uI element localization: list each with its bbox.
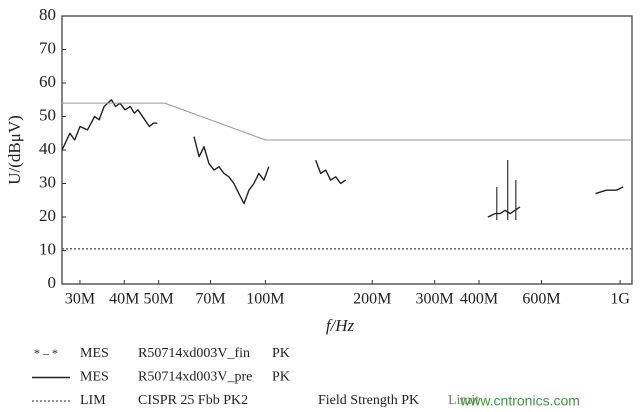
x-axis-label: f/Hz — [326, 316, 355, 335]
y-tick-label: 0 — [48, 273, 57, 292]
legend-kind: LIM — [80, 393, 106, 408]
series-line — [487, 206, 521, 218]
series-line — [62, 102, 632, 141]
y-tick-label: 80 — [39, 5, 56, 24]
y-tick-label: 10 — [39, 239, 56, 258]
x-tick-label: 30M — [65, 291, 95, 308]
legend-detector: PK — [272, 346, 290, 361]
y-tick-label: 40 — [39, 139, 56, 158]
y-tick-label: 30 — [39, 172, 56, 191]
y-tick-label: 70 — [39, 38, 56, 57]
plot-frame — [61, 15, 633, 285]
watermark: www.cntronics.com — [459, 393, 580, 409]
series-line — [61, 99, 158, 151]
x-tick-label: 1G — [610, 291, 630, 308]
y-tick-label: 60 — [39, 72, 56, 91]
x-tick-label: 400M — [460, 291, 498, 308]
legend-detector: Field Strength PK — [318, 393, 419, 408]
y-axis-label: U/(dBμV) — [5, 115, 24, 185]
series-line — [315, 159, 346, 185]
legend-detector: PK — [272, 370, 290, 385]
series-line — [595, 186, 624, 195]
legend-name: CISPR 25 Fbb PK2 — [138, 393, 248, 408]
legend-kind: MES — [80, 346, 109, 361]
x-tick-label: 50M — [144, 291, 174, 308]
series-line — [193, 136, 270, 205]
x-tick-label: 70M — [195, 291, 225, 308]
legend-kind: MES — [80, 370, 109, 385]
y-tick-label: 50 — [39, 105, 56, 124]
x-tick-label: 300M — [416, 291, 454, 308]
legend-name: R50714xd003V_fin — [138, 346, 250, 361]
y-tick-label: 20 — [39, 206, 56, 225]
x-tick-label: 100M — [246, 291, 284, 308]
legend-symbol: * — [52, 346, 58, 360]
legend-note: Limit — [448, 393, 479, 408]
legend-symbol: * – — [34, 346, 50, 360]
x-tick-label: 40M — [109, 291, 139, 308]
x-tick-label: 200M — [353, 291, 391, 308]
x-tick-label: 600M — [522, 291, 560, 308]
legend-name: R50714xd003V_pre — [138, 370, 252, 385]
